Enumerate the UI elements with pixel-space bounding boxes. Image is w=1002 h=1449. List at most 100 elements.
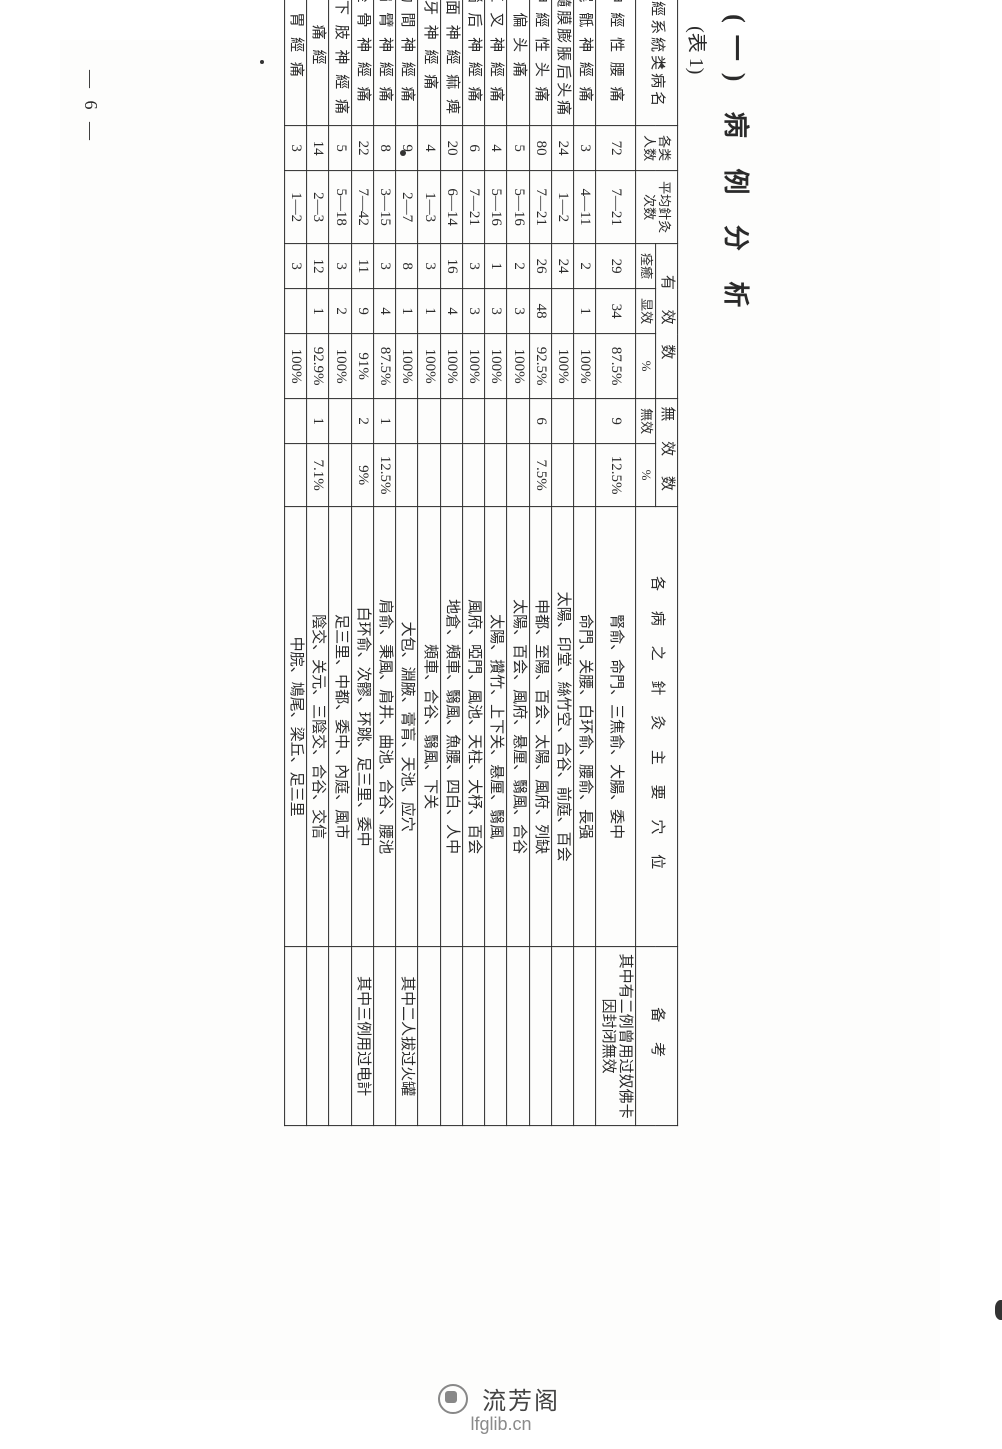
- cell-name: 偏 头 痛: [507, 0, 529, 126]
- cell-rem: [529, 947, 551, 1126]
- table-row: 神 經 性 头 痛807—21264892.5%67.5%申都、至陽、百会、太陽…: [529, 0, 551, 1126]
- cell-e1: 8: [396, 244, 418, 289]
- noise-dot: [400, 150, 406, 156]
- table-label: (表 1): [684, 26, 713, 1146]
- table-row: 顏 面 神 經 痲 痺206—14164100%地倉、頰車、翳風、魚腰、四白、人…: [440, 0, 462, 1126]
- cell-e3: 91%: [351, 334, 373, 399]
- cell-avg: 7—21: [462, 171, 484, 244]
- cell-avg: 6—14: [440, 171, 462, 244]
- cell-e1: 24: [551, 244, 573, 289]
- cell-rem: [329, 947, 351, 1126]
- cell-n: 20: [440, 126, 462, 171]
- cell-n: 6: [462, 126, 484, 171]
- table-row: 尾 骶 神 經 痛34—1121100%命門、关腰、白环俞、腰俞、長强: [574, 0, 596, 1126]
- cell-avg: 7—42: [351, 171, 373, 244]
- cell-i1: 6: [529, 399, 551, 444]
- cell-name: 兩 下 肢 神 經 痛: [329, 0, 351, 126]
- cell-i1: [418, 399, 440, 444]
- cell-rem: [284, 947, 306, 1126]
- cell-e2: [284, 289, 306, 334]
- cell-rem: 其中三例用过电計: [351, 947, 373, 1126]
- cell-i2: 9%: [351, 444, 373, 507]
- cell-e3: 87.5%: [373, 334, 395, 399]
- noise-dot: [260, 60, 264, 64]
- hdr-points: 各 病 之 針 灸 主 要 穴 位: [635, 507, 677, 947]
- cell-e2: 4: [373, 289, 395, 334]
- table-row: 牙 神 經 痛41—331100%頰車、合谷、翳風、下关: [418, 0, 440, 1126]
- footer-url: lfglib.cn: [0, 1414, 1002, 1435]
- rotated-content: (一) 病 例 分 析 (表 1) 神經系統类病名 各类人数 平均針灸次数 有 …: [284, 0, 756, 1146]
- cell-i2: [440, 444, 462, 507]
- table-row: 肋 間 神 經 痛92—781100%大包、淵腋、膏肓、天池、应穴其中二人拔过火…: [396, 0, 418, 1126]
- cell-rem: [462, 947, 484, 1126]
- cell-n: 9: [396, 126, 418, 171]
- cell-pts: 命門、关腰、白环俞、腰俞、長强: [574, 507, 596, 947]
- cell-e2: 1: [396, 289, 418, 334]
- table-row: 神 經 性 腰 痛727—21293487.5%912.5%腎俞、命門、三焦俞、…: [596, 0, 636, 1126]
- cell-e2: 4: [440, 289, 462, 334]
- cell-pts: 陰交、关元、三陰交、合谷、交信: [307, 507, 329, 947]
- cell-avg: 5—16: [507, 171, 529, 244]
- cell-rem: [307, 947, 329, 1126]
- hdr-eff3: %: [635, 334, 655, 399]
- hdr-avg: 平均針灸次数: [635, 171, 677, 244]
- cell-rem: [574, 947, 596, 1126]
- cell-e3: 87.5%: [596, 334, 636, 399]
- cell-n: 3: [284, 126, 306, 171]
- cell-rem: [507, 947, 529, 1126]
- cell-pts: 頰車、合谷、翳風、下关: [418, 507, 440, 947]
- cell-pts: 太陽、百会、風府、悬厘、翳風、合谷: [507, 507, 529, 947]
- cell-rem: 其中二人拔过火罐: [396, 947, 418, 1126]
- cell-rem: [418, 947, 440, 1126]
- cell-name: 坐 骨 神 經 痛: [351, 0, 373, 126]
- cell-e1: 26: [529, 244, 551, 289]
- cell-name: 牙 神 經 痛: [418, 0, 440, 126]
- cell-avg: 1—3: [418, 171, 440, 244]
- hdr-eff1: 痊癒: [635, 244, 655, 289]
- cell-rem: [551, 947, 573, 1126]
- cell-e2: 1: [418, 289, 440, 334]
- cell-pts: 白环俞、次髎、环跳、足三里、委中: [351, 507, 373, 947]
- cell-pts: 風府、啞門、風池、天柱、大杼、百会: [462, 507, 484, 947]
- cell-avg: 3—15: [373, 171, 395, 244]
- cell-i1: 2: [351, 399, 373, 444]
- cell-avg: 5—18: [329, 171, 351, 244]
- cell-n: 5: [329, 126, 351, 171]
- cell-e2: 2: [329, 289, 351, 334]
- table-row: 偏 头 痛55—1623100%太陽、百会、風府、悬厘、翳風、合谷: [507, 0, 529, 1126]
- cell-e3: 100%: [485, 334, 507, 399]
- cell-i2: [284, 444, 306, 507]
- cell-e1: 3: [373, 244, 395, 289]
- cell-n: 4: [418, 126, 440, 171]
- cell-avg: 1—2: [284, 171, 306, 244]
- cell-i2: [485, 444, 507, 507]
- cell-e1: 2: [507, 244, 529, 289]
- cell-n: 8: [373, 126, 395, 171]
- hdr-eff2: 显效: [635, 289, 655, 334]
- cell-i2: [551, 444, 573, 507]
- cell-e3: 100%: [396, 334, 418, 399]
- footer-logo-icon: [438, 1384, 468, 1414]
- section-title: (一) 病 例 分 析: [719, 14, 756, 1146]
- cell-pts: 腎俞、命門、三焦俞、大腸、委中: [596, 507, 636, 947]
- cell-i1: [507, 399, 529, 444]
- cell-name: 三 叉 神 經 痛: [485, 0, 507, 126]
- hdr-cases: 各类人数: [635, 126, 677, 171]
- cell-i1: [551, 399, 573, 444]
- cell-name: 腦 后 神 經 痛: [462, 0, 484, 126]
- cell-pts: 足三里、中都、委中、內庭、風市: [329, 507, 351, 947]
- footer-site-name: 流芳阁: [482, 1388, 560, 1415]
- table-row: 坐 骨 神 經 痛227—4211991%29%白环俞、次髎、环跳、足三里、委中…: [351, 0, 373, 1126]
- cell-e3: 100%: [418, 334, 440, 399]
- cell-rem: [440, 947, 462, 1126]
- cell-e3: 100%: [507, 334, 529, 399]
- cell-e1: 3: [284, 244, 306, 289]
- table-row: 兩 下 肢 神 經 痛55—1832100%足三里、中都、委中、內庭、風市: [329, 0, 351, 1126]
- cell-i1: [396, 399, 418, 444]
- cell-pts: 中脘、鳩尾、梁丘、足三里: [284, 507, 306, 947]
- cell-e3: 92.9%: [307, 334, 329, 399]
- cell-name: 肋 間 神 經 痛: [396, 0, 418, 126]
- cell-e1: 3: [329, 244, 351, 289]
- cell-i2: 12.5%: [596, 444, 636, 507]
- cell-i1: 1: [373, 399, 395, 444]
